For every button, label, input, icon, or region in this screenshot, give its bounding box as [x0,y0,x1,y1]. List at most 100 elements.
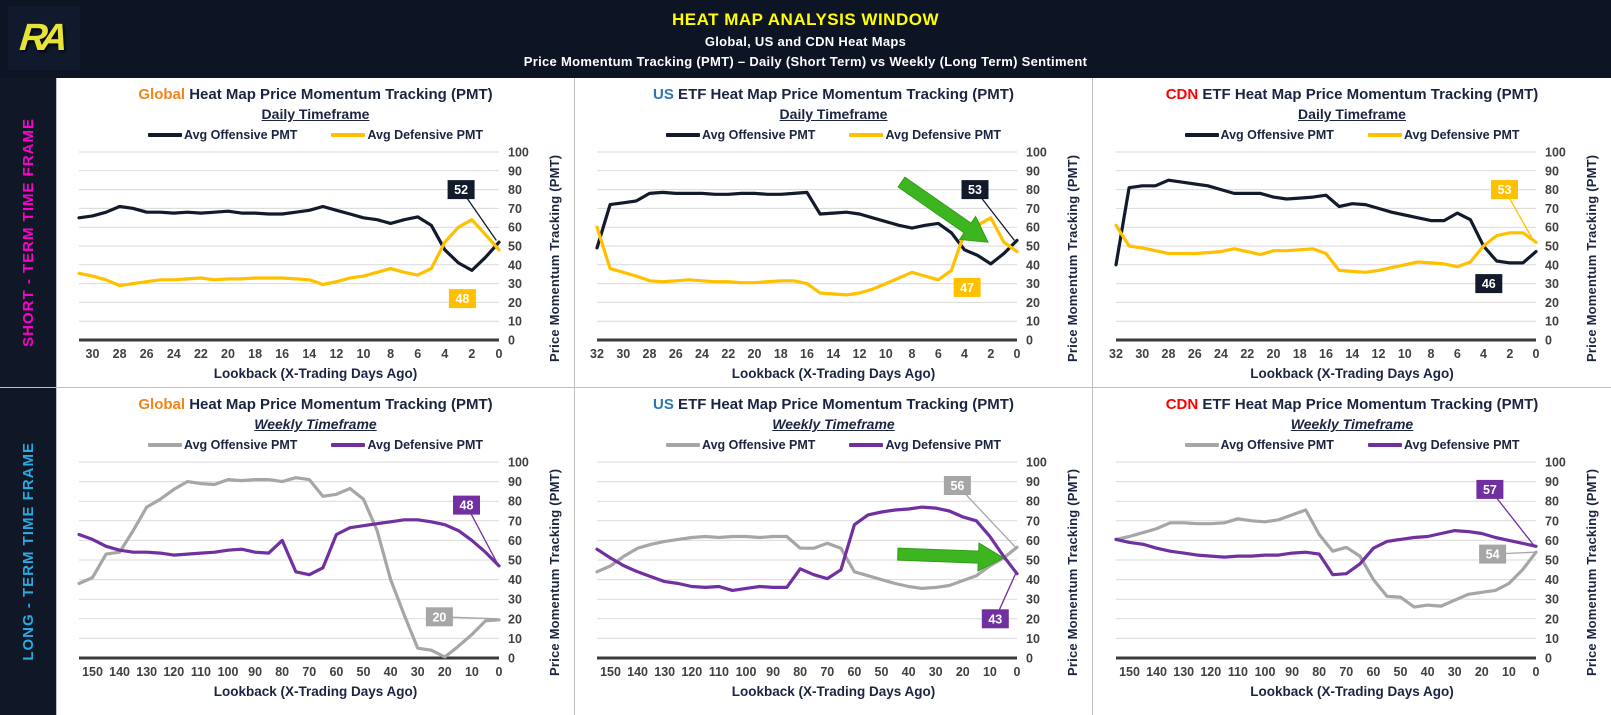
defensive-legend-swatch [331,132,366,137]
svg-text:22: 22 [194,347,208,361]
x-axis-title: Lookback (X-Trading Days Ago) [213,683,418,699]
ra-logo: RA [8,6,80,70]
offensive-legend-label: Avg Offensive PMT [184,127,298,142]
svg-text:20: 20 [1026,296,1040,310]
svg-text:130: 130 [1173,665,1194,679]
svg-text:100: 100 [1254,665,1275,679]
svg-text:10: 10 [1501,665,1515,679]
svg-text:22: 22 [721,347,735,361]
svg-text:0: 0 [496,665,503,679]
chart-subtitle: Daily Timeframe [779,105,888,122]
long-term-sidebar: LONG - TERM TIME FRAME [0,387,57,715]
y-axis-title: Price Momentum Tracking (PMT) [547,154,562,363]
svg-text:4: 4 [961,347,968,361]
y-axis-title: Price Momentum Tracking (PMT) [1583,154,1599,363]
defensive-legend-swatch [849,132,884,137]
svg-text:50: 50 [508,239,522,253]
window-title: HEAT MAP ANALYSIS WINDOW [671,9,939,29]
svg-text:60: 60 [329,665,343,679]
y-axis-title: Price Momentum Tracking (PMT) [1065,154,1080,363]
svg-text:30: 30 [1026,277,1040,291]
svg-text:10: 10 [1545,314,1559,328]
svg-text:24: 24 [167,347,181,361]
svg-text:32: 32 [1109,347,1123,361]
chart-subtitle: Daily Timeframe [1298,105,1406,122]
y-axis-title: Price Momentum Tracking (PMT) [1065,468,1080,677]
svg-text:150: 150 [600,665,621,679]
svg-text:140: 140 [109,665,130,679]
svg-text:90: 90 [766,665,780,679]
svg-text:32: 32 [590,347,604,361]
chart-title-rest: ETF Heat Map Price Momentum Tracking (PM… [673,86,1014,103]
svg-text:0: 0 [1014,665,1021,679]
svg-text:120: 120 [1200,665,1221,679]
svg-text:0: 0 [508,333,515,347]
svg-text:20: 20 [956,665,970,679]
svg-text:30: 30 [1447,665,1461,679]
svg-text:10: 10 [1026,632,1040,646]
svg-text:48: 48 [455,292,469,306]
svg-text:24: 24 [1214,347,1228,361]
svg-text:20: 20 [1545,296,1559,310]
svg-text:40: 40 [1420,665,1434,679]
chart-panel-us-daily: US ETF Heat Map Price Momentum Tracking … [575,78,1093,387]
svg-text:30: 30 [86,347,100,361]
svg-text:10: 10 [983,665,997,679]
svg-text:80: 80 [1026,494,1040,508]
svg-text:12: 12 [329,347,343,361]
offensive-legend-swatch [666,132,700,137]
chart-region-label: US [653,86,674,103]
app-header: RA HEAT MAP ANALYSIS WINDOW Global, US a… [0,0,1611,78]
svg-text:100: 100 [218,665,239,679]
svg-text:60: 60 [1026,534,1040,548]
ra-logo-text: RA [17,16,63,59]
svg-text:8: 8 [387,347,394,361]
svg-text:90: 90 [1285,665,1299,679]
svg-text:30: 30 [411,665,425,679]
svg-text:8: 8 [1427,347,1434,361]
svg-text:70: 70 [1545,514,1559,528]
chart-panel-global-weekly: Global Heat Map Price Momentum Tracking … [57,387,575,715]
svg-text:10: 10 [1026,314,1040,328]
chart-region-label: CDN [1165,396,1199,413]
svg-text:0: 0 [1532,347,1539,361]
svg-text:30: 30 [616,347,630,361]
chart-legend: Avg Offensive PMT Avg Defensive PMT [666,128,1001,142]
svg-text:30: 30 [508,277,522,291]
svg-text:22: 22 [1240,347,1254,361]
svg-text:10: 10 [1545,632,1559,646]
svg-text:140: 140 [627,665,648,679]
svg-text:60: 60 [1545,220,1559,234]
chart-subtitle: Weekly Timeframe [772,415,895,432]
chart-region-label: CDN [1165,86,1199,103]
x-axis-title: Lookback (X-Trading Days Ago) [1250,365,1454,381]
offensive-legend-swatch [666,442,700,447]
svg-text:46: 46 [1481,277,1495,291]
defensive-legend-label: Avg Defensive PMT [367,437,483,452]
svg-text:16: 16 [275,347,289,361]
svg-text:80: 80 [1312,665,1326,679]
svg-text:14: 14 [1345,347,1359,361]
svg-text:60: 60 [508,220,522,234]
offensive-legend-swatch [1184,132,1219,137]
offensive-legend-label: Avg Offensive PMT [1220,437,1334,452]
chart-region-label: Global [138,396,186,413]
svg-text:130: 130 [654,665,675,679]
svg-text:60: 60 [847,665,861,679]
svg-text:20: 20 [508,612,522,626]
chart-legend: Avg Offensive PMT Avg Defensive PMT [1184,128,1520,142]
svg-text:30: 30 [1135,347,1149,361]
chart-title: Global Heat Map Price Momentum Tracking … [138,396,492,415]
svg-text:60: 60 [1026,220,1040,234]
svg-text:47: 47 [960,281,974,295]
chart-legend: Avg Offensive PMT Avg Defensive PMT [148,128,483,142]
svg-text:150: 150 [82,665,103,679]
offensive-legend-label: Avg Offensive PMT [702,437,816,452]
svg-text:90: 90 [1026,475,1040,489]
svg-text:80: 80 [508,494,522,508]
svg-text:52: 52 [454,183,468,197]
svg-text:130: 130 [136,665,157,679]
svg-text:100: 100 [508,145,529,159]
